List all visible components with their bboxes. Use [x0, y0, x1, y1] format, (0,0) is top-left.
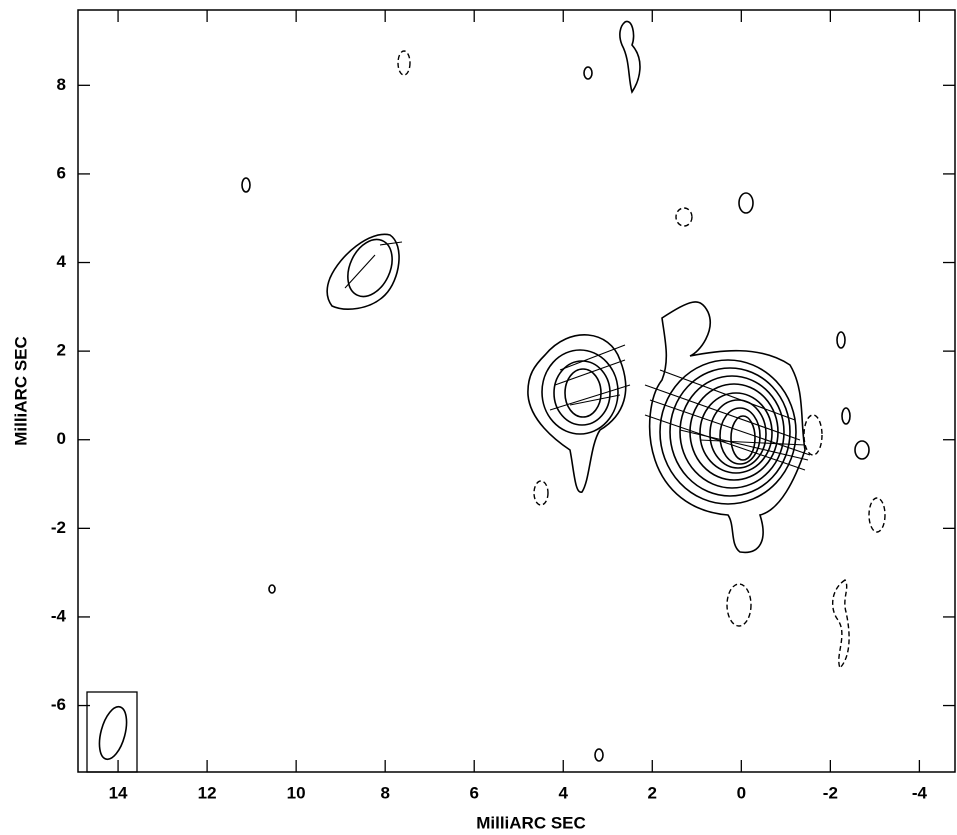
y-tick-label: 6 [57, 163, 66, 182]
contour [650, 302, 805, 552]
x-tick-label: 6 [469, 783, 478, 802]
contour [595, 749, 603, 761]
x-tick-label: 14 [109, 783, 128, 802]
y-tick-label: -2 [51, 518, 66, 537]
contour [842, 408, 850, 424]
x-tick-label: -2 [823, 783, 838, 802]
negative-contour [676, 208, 692, 226]
negative-contour [398, 51, 410, 75]
beam [94, 704, 131, 762]
x-tick-label: 10 [287, 783, 306, 802]
x-tick-label: 8 [380, 783, 389, 802]
polarization-vectors [345, 242, 810, 470]
contours [87, 21, 885, 772]
negative-contour [804, 415, 822, 455]
y-tick-label: -4 [51, 606, 67, 625]
contour [584, 67, 592, 79]
x-tick-label: 12 [198, 783, 217, 802]
plot-frame [78, 10, 955, 772]
negative-contour [833, 580, 849, 668]
contour [690, 384, 778, 480]
y-tick-label: 0 [57, 429, 66, 448]
chart: MilliARC SEC MilliARC SEC [0, 0, 957, 835]
contour [739, 193, 753, 213]
negative-contour [534, 481, 548, 505]
negative-contour [727, 584, 751, 626]
y-axis-label: MilliARC SEC [11, 336, 30, 446]
y-tick-label: 2 [57, 341, 66, 360]
x-tick-label: 0 [737, 783, 746, 802]
negative-contour [869, 498, 885, 532]
contour [565, 369, 601, 417]
x-axis-label: MilliARC SEC [476, 813, 586, 832]
contour [855, 441, 869, 459]
contour [837, 332, 845, 348]
beam-box [87, 692, 137, 772]
contour [269, 585, 275, 593]
x-tick-label: 2 [648, 783, 657, 802]
contour [242, 178, 250, 192]
contour [528, 335, 626, 492]
y-tick-label: -6 [51, 695, 66, 714]
y-tick-label: 4 [57, 252, 67, 271]
x-tick-label: 4 [559, 783, 569, 802]
y-tick-label: 8 [57, 75, 66, 94]
contour [620, 21, 640, 92]
x-tick-label: -4 [912, 783, 928, 802]
